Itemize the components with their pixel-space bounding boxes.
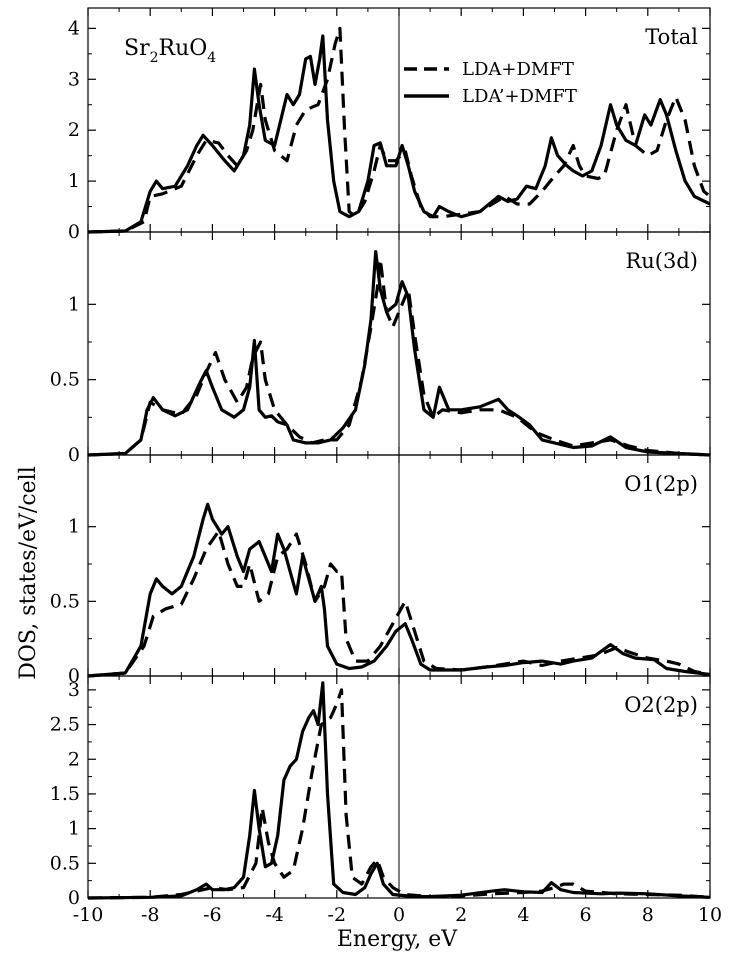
series-lda-dmft — [87, 529, 711, 678]
compound-part-1: Sr — [124, 36, 150, 61]
y-axis-label: DOS, states/eV/cell — [16, 466, 41, 680]
y-tick-label: 1 — [68, 516, 80, 538]
y-tick-label: 0 — [68, 221, 80, 243]
panel-3: 0 0.5 1 1.5 2 2.5 3 O2(2p) — [50, 675, 711, 909]
y-tick-label: 1 — [68, 818, 80, 840]
compound-formula: Sr2RuO4 — [124, 36, 216, 66]
x-tick-label: 0 — [393, 904, 405, 926]
compound-sub-1: 2 — [150, 50, 159, 66]
y-tick-label: 2 — [68, 748, 80, 770]
x-tick-label: -10 — [73, 904, 104, 926]
legend: LDA+DMFT LDA’+DMFT — [404, 59, 577, 107]
series-lda-dmft — [87, 688, 711, 900]
y-tick-label: 0.5 — [50, 369, 80, 391]
y-tick-label: 1 — [68, 293, 80, 315]
y-tick-label: 2.5 — [50, 714, 80, 736]
panel-0: 0 1 2 3 4 Total — [68, 7, 712, 243]
y-tick-label: 4 — [68, 17, 80, 39]
panel-label: O1(2p) — [624, 472, 698, 496]
x-axis: -10 -8 -6 -4 -2 0 2 4 6 8 10 — [73, 904, 722, 926]
series-lda-dmft — [87, 257, 711, 457]
series-lda-prime-dmft — [87, 502, 711, 678]
x-tick-label: 10 — [698, 904, 722, 926]
y-tick-label: 1 — [68, 170, 80, 192]
y-tick-label: 0 — [68, 665, 80, 687]
panel-label: O2(2p) — [624, 693, 698, 717]
x-tick-label: -6 — [203, 904, 222, 926]
y-tick-label: 1.5 — [50, 783, 80, 805]
panel-2: 0 0.5 1 O1(2p) — [50, 454, 711, 687]
panel-1: 0 0.5 1 Ru(3d) — [50, 231, 711, 466]
legend-label-dashed: LDA+DMFT — [462, 59, 574, 80]
series-lda-prime-dmft — [87, 34, 711, 234]
panel-label: Total — [645, 25, 698, 49]
y-tick-label: 0.5 — [50, 590, 80, 612]
compound-part-2: RuO — [159, 36, 208, 61]
x-tick-label: 2 — [455, 904, 467, 926]
compound-sub-2: 4 — [207, 50, 216, 66]
series-lda-prime-dmft — [87, 250, 711, 457]
y-tick-label: 2 — [68, 119, 80, 141]
x-tick-label: 6 — [580, 904, 592, 926]
y-tick-label: 0.5 — [50, 852, 80, 874]
series-lda-prime-dmft — [87, 681, 711, 900]
y-tick-label: 3 — [68, 68, 80, 90]
x-tick-label: 4 — [517, 904, 529, 926]
panel-label: Ru(3d) — [625, 249, 698, 273]
x-tick-label: 8 — [642, 904, 654, 926]
legend-label-solid: LDA’+DMFT — [462, 86, 577, 107]
y-tick-label: 0 — [68, 887, 80, 909]
y-tick-label: 0 — [68, 444, 80, 466]
y-tick-label: 3 — [68, 679, 80, 701]
x-tick-label: -4 — [265, 904, 284, 926]
x-tick-label: -8 — [141, 904, 160, 926]
x-axis-label: Energy, eV — [337, 927, 458, 952]
x-tick-label: -2 — [328, 904, 347, 926]
chart-panels: 0 1 2 3 4 Total 0 0.5 1 Ru(3d) 0 0.5 1 O1(2p) 0 0.5 1 1.5… — [50, 7, 712, 909]
